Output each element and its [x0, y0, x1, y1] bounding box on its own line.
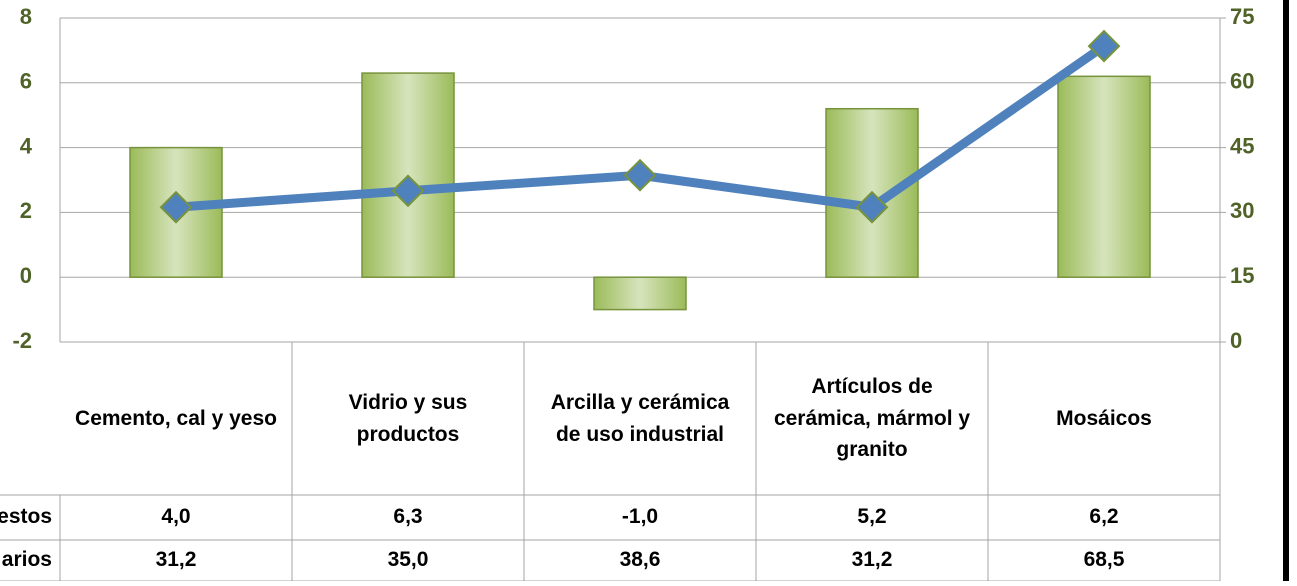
bar: [593, 276, 687, 311]
category-cell: Vidrio y sus productos: [348, 391, 468, 446]
y2-tick-label: 75: [1230, 4, 1254, 29]
table-value: 35,0: [388, 548, 429, 571]
y2-tick-label: 0: [1230, 328, 1242, 353]
table-value: 5,2: [857, 505, 886, 528]
y2-tick-label: 15: [1230, 263, 1254, 288]
category-cell: Arcilla y cerámica de uso industrial: [550, 391, 730, 446]
table-value: 4,0: [161, 505, 190, 528]
y-tick-label: 8: [20, 4, 32, 29]
y-tick-label: 4: [20, 133, 33, 158]
x-tick-label: Artículos de cerámica, mármol y granito: [773, 375, 971, 462]
marker: [159, 190, 193, 224]
marker: [1087, 29, 1121, 63]
legend-label: estos: [0, 505, 52, 528]
bar: [825, 107, 919, 278]
y-tick-label: 6: [20, 69, 32, 94]
y2-tick-label: 45: [1230, 133, 1254, 158]
legend-label: arios: [2, 548, 52, 571]
table-value: 68,5: [1084, 548, 1125, 571]
category-cell: Mosáicos: [1056, 406, 1152, 430]
marker: [391, 174, 425, 208]
category-cell: Artículos de cerámica, mármol y granito: [773, 375, 971, 462]
x-tick-label: Mosáicos: [1056, 406, 1152, 430]
table-value: 6,3: [393, 505, 422, 528]
x-tick-label: Cemento, cal y yeso: [75, 406, 277, 430]
edge: [1283, 0, 1289, 581]
marker: [855, 190, 889, 224]
table-value: 38,6: [620, 548, 661, 571]
table-value: 6,2: [1089, 505, 1118, 528]
table-value: 31,2: [156, 548, 197, 571]
bar: [1057, 75, 1151, 278]
x-tick-label: Arcilla y cerámica de uso industrial: [550, 391, 730, 446]
table-value: 31,2: [852, 548, 893, 571]
y-tick-label: 2: [20, 198, 32, 223]
y-tick-label: 0: [20, 263, 32, 288]
y2-tick-label: 60: [1230, 69, 1254, 94]
marker: [623, 158, 657, 192]
y-tick-label: -2: [12, 328, 32, 353]
category-cell: Cemento, cal y yeso: [75, 406, 277, 430]
table-value: -1,0: [622, 505, 658, 528]
y2-tick-label: 30: [1230, 198, 1254, 223]
x-tick-label: Vidrio y sus productos: [348, 391, 468, 446]
